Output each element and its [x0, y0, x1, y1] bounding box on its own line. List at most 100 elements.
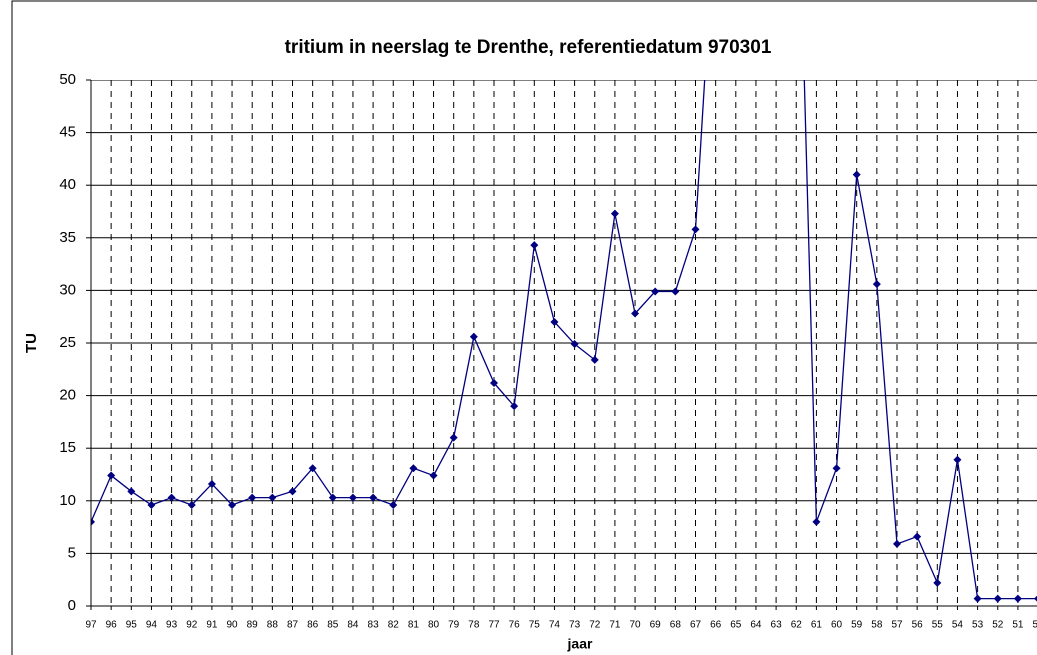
data-point — [490, 378, 498, 387]
data-point — [228, 501, 237, 510]
x-tick-label: 69 — [650, 620, 662, 631]
data-point — [812, 517, 821, 526]
y-tick-label: 0 — [68, 597, 76, 614]
data-point — [369, 493, 378, 502]
x-tick-label: 65 — [730, 620, 742, 631]
data-point — [147, 501, 156, 510]
x-tick-label: 72 — [589, 620, 601, 631]
x-tick-label: 95 — [126, 620, 138, 631]
x-tick-label: 97 — [85, 620, 97, 631]
x-tick-label: 75 — [529, 620, 541, 631]
data-point — [127, 487, 136, 496]
x-tick-label: 56 — [912, 620, 924, 631]
data-point — [872, 280, 881, 289]
y-axis-label: TU — [23, 333, 40, 353]
x-tick-label: 70 — [629, 620, 641, 631]
data-point — [248, 493, 257, 502]
data-point — [107, 471, 116, 480]
y-tick-label: 35 — [59, 229, 76, 246]
x-tick-label: 92 — [186, 620, 198, 631]
data-point — [691, 225, 700, 234]
y-tick-label: 25 — [59, 334, 76, 351]
x-tick-label: 68 — [670, 620, 682, 631]
data-point — [308, 464, 317, 473]
x-tick-label: 88 — [267, 620, 279, 631]
data-point — [651, 287, 660, 296]
data-point — [530, 241, 539, 250]
x-tick-label: 76 — [509, 620, 521, 631]
x-tick-label: 54 — [952, 620, 964, 631]
x-tick-label: 77 — [488, 620, 500, 631]
x-tick-label: 81 — [408, 620, 420, 631]
data-point — [1034, 595, 1037, 602]
x-tick-label: 89 — [247, 620, 259, 631]
data-point — [993, 594, 1002, 603]
data-point — [429, 471, 438, 480]
data-point — [207, 479, 216, 488]
data-point — [187, 501, 196, 510]
x-axis-label: jaar — [567, 636, 593, 652]
x-tick-label: 87 — [287, 620, 299, 631]
x-tick-label: 66 — [710, 620, 722, 631]
x-tick-label: 82 — [388, 620, 400, 631]
x-tick-label: 83 — [368, 620, 380, 631]
x-tick-label: 53 — [972, 620, 984, 631]
data-point — [631, 309, 640, 318]
data-point — [288, 487, 297, 496]
x-tick-label: 71 — [609, 620, 621, 631]
x-tick-label: 78 — [468, 620, 480, 631]
x-tick-label: 57 — [891, 620, 903, 631]
x-tick-label: 86 — [307, 620, 319, 631]
data-line — [91, 80, 1037, 600]
data-point — [570, 340, 579, 349]
x-tick-label: 64 — [750, 620, 762, 631]
data-point — [167, 493, 176, 502]
data-point — [933, 578, 942, 587]
data-point — [328, 493, 337, 502]
data-point — [1013, 594, 1022, 603]
data-point — [671, 287, 680, 296]
data-point — [469, 332, 478, 341]
data-point — [893, 539, 901, 548]
y-tick-label: 5 — [68, 544, 76, 561]
x-tick-label: 93 — [166, 620, 178, 631]
y-tick-label: 15 — [59, 439, 76, 456]
x-tick-label: 58 — [871, 620, 883, 631]
data-point — [590, 355, 599, 364]
x-tick-label: 50 — [1032, 620, 1037, 631]
data-point — [449, 433, 458, 442]
data-point — [550, 317, 559, 326]
x-tick-label: 96 — [106, 620, 118, 631]
x-tick-label: 94 — [146, 620, 158, 631]
x-tick-label: 59 — [851, 620, 863, 631]
data-point — [913, 532, 922, 541]
x-tick-label: 62 — [791, 620, 803, 631]
data-point — [953, 455, 962, 464]
y-tick-label: 40 — [59, 176, 76, 193]
plot-area — [91, 80, 1037, 607]
y-tick-label: 20 — [59, 387, 76, 404]
x-tick-label: 79 — [448, 620, 460, 631]
data-point — [268, 493, 277, 502]
x-tick-label: 80 — [428, 620, 440, 631]
x-tick-label: 63 — [771, 620, 783, 631]
x-tick-label: 51 — [1012, 620, 1024, 631]
data-point — [389, 501, 398, 510]
y-tick-label: 45 — [59, 124, 76, 141]
data-point — [409, 464, 418, 473]
x-tick-label: 52 — [992, 620, 1004, 631]
x-tick-label: 60 — [831, 620, 843, 631]
x-tick-label: 74 — [549, 620, 561, 631]
x-tick-label: 91 — [206, 620, 218, 631]
x-tick-label: 67 — [690, 620, 702, 631]
x-tick-label: 90 — [226, 620, 238, 631]
chart-title: tritium in neerslag te Drenthe, referent… — [285, 37, 772, 58]
data-point — [348, 493, 357, 502]
data-point — [91, 517, 95, 526]
x-tick-label: 55 — [932, 620, 944, 631]
y-tick-label: 30 — [59, 281, 76, 298]
x-tick-label: 73 — [569, 620, 581, 631]
data-point — [610, 209, 619, 218]
data-point — [510, 402, 519, 411]
